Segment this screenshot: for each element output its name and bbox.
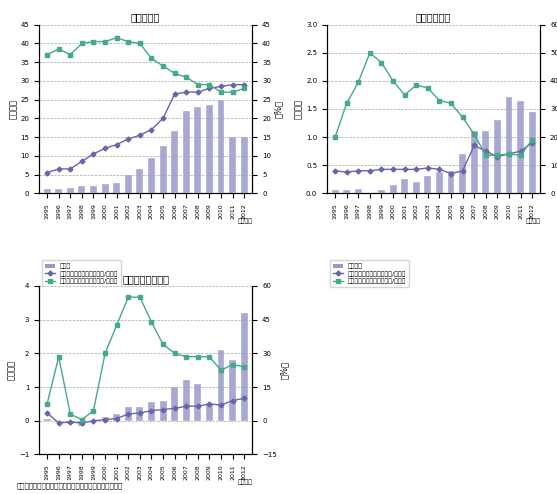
- Bar: [494, 120, 501, 193]
- Text: 資料：経済産業省「海外事業活動基本調査」から作成。: 資料：経済産業省「海外事業活動基本調査」から作成。: [17, 483, 123, 489]
- Bar: [506, 97, 512, 193]
- Bar: [55, 189, 62, 193]
- Bar: [101, 184, 109, 193]
- Bar: [43, 419, 51, 421]
- Bar: [136, 169, 143, 193]
- Bar: [241, 313, 248, 421]
- Bar: [459, 154, 466, 193]
- Title: （経常利益）: （経常利益）: [416, 12, 451, 23]
- Title: （売上高）: （売上高）: [131, 12, 160, 23]
- Y-axis label: （%）: （%）: [280, 361, 289, 379]
- Bar: [55, 421, 62, 422]
- Bar: [229, 137, 236, 193]
- Bar: [171, 131, 178, 193]
- Bar: [447, 171, 455, 193]
- Text: （年度）: （年度）: [237, 480, 252, 485]
- Bar: [125, 174, 132, 193]
- Bar: [343, 190, 350, 193]
- Legend: 経常利益, 世界に占めるシェア（中国/右軸）, 世界に占めるシェア（米国/右軸）: 経常利益, 世界に占めるシェア（中国/右軸）, 世界に占めるシェア（米国/右軸）: [330, 260, 409, 287]
- Bar: [90, 186, 97, 193]
- Bar: [218, 350, 224, 421]
- Bar: [183, 111, 190, 193]
- Bar: [218, 100, 224, 193]
- Bar: [79, 421, 85, 426]
- Bar: [517, 101, 524, 193]
- Y-axis label: （兆円）: （兆円）: [294, 99, 303, 119]
- Bar: [229, 360, 236, 421]
- Y-axis label: （兆円）: （兆円）: [8, 99, 17, 119]
- Bar: [241, 137, 248, 193]
- Text: （年度）: （年度）: [237, 218, 252, 224]
- Bar: [389, 185, 397, 193]
- Bar: [79, 187, 85, 193]
- Bar: [413, 182, 420, 193]
- Bar: [136, 407, 143, 421]
- Title: （内部留保残高）: （内部留保残高）: [122, 274, 169, 284]
- Bar: [113, 414, 120, 421]
- Bar: [471, 131, 478, 193]
- Bar: [67, 421, 74, 424]
- Bar: [159, 401, 167, 421]
- Bar: [529, 112, 536, 193]
- Bar: [171, 387, 178, 421]
- Bar: [401, 179, 408, 193]
- Bar: [355, 189, 361, 193]
- Bar: [43, 190, 51, 193]
- Bar: [90, 421, 97, 422]
- Bar: [101, 417, 109, 421]
- Bar: [113, 183, 120, 193]
- Bar: [436, 172, 443, 193]
- Bar: [331, 190, 339, 193]
- Bar: [194, 384, 201, 421]
- Bar: [125, 407, 132, 421]
- Y-axis label: （兆円）: （兆円）: [7, 360, 16, 380]
- Bar: [206, 404, 213, 421]
- Bar: [206, 105, 213, 193]
- Bar: [148, 402, 155, 421]
- Bar: [183, 380, 190, 421]
- Bar: [424, 176, 431, 193]
- Bar: [378, 190, 385, 193]
- Bar: [159, 146, 167, 193]
- Y-axis label: （%）: （%）: [274, 100, 283, 118]
- Legend: 売上高, 世界に占めるシェア（中国/右軸）, 世界に占めるシェア（米国/右軸）: 売上高, 世界に占めるシェア（中国/右軸）, 世界に占めるシェア（米国/右軸）: [42, 260, 121, 287]
- Text: （年度）: （年度）: [525, 218, 540, 224]
- Bar: [194, 107, 201, 193]
- Bar: [482, 131, 489, 193]
- Bar: [148, 158, 155, 193]
- Bar: [67, 188, 74, 193]
